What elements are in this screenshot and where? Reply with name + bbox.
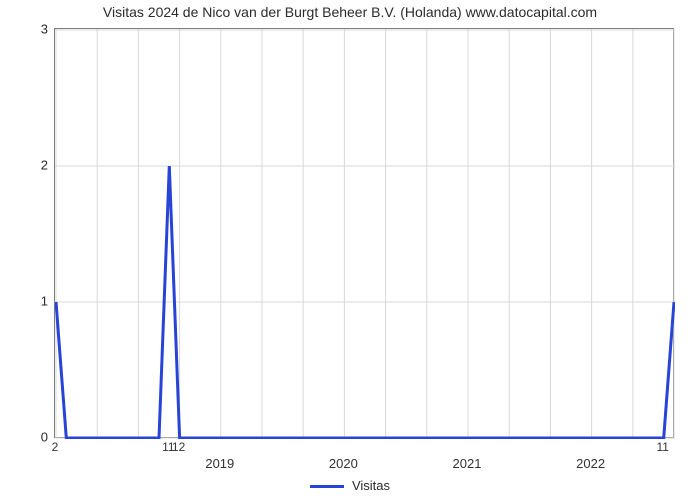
x-tick-year-label: 2021: [453, 456, 482, 471]
x-tick-year-label: 2020: [329, 456, 358, 471]
x-tick-year-label: 2022: [576, 456, 605, 471]
x-tick-year-label: 2019: [205, 456, 234, 471]
y-tick-label: 0: [8, 430, 48, 445]
legend-label: Visitas: [352, 478, 390, 493]
y-tick-label: 3: [8, 22, 48, 37]
x-tick-minor-label: 11: [656, 440, 668, 454]
y-tick-label: 1: [8, 294, 48, 309]
y-tick-label: 2: [8, 158, 48, 173]
plot-area: [54, 28, 674, 438]
chart-title: Visitas 2024 de Nico van der Burgt Behee…: [0, 4, 700, 20]
legend-swatch: [310, 485, 344, 488]
x-tick-minor-label: 12: [172, 440, 185, 454]
chart-container: Visitas 2024 de Nico van der Burgt Behee…: [0, 0, 700, 500]
plot-svg: [55, 29, 675, 439]
x-tick-minor-label: 2: [52, 440, 59, 454]
legend: Visitas: [0, 478, 700, 493]
